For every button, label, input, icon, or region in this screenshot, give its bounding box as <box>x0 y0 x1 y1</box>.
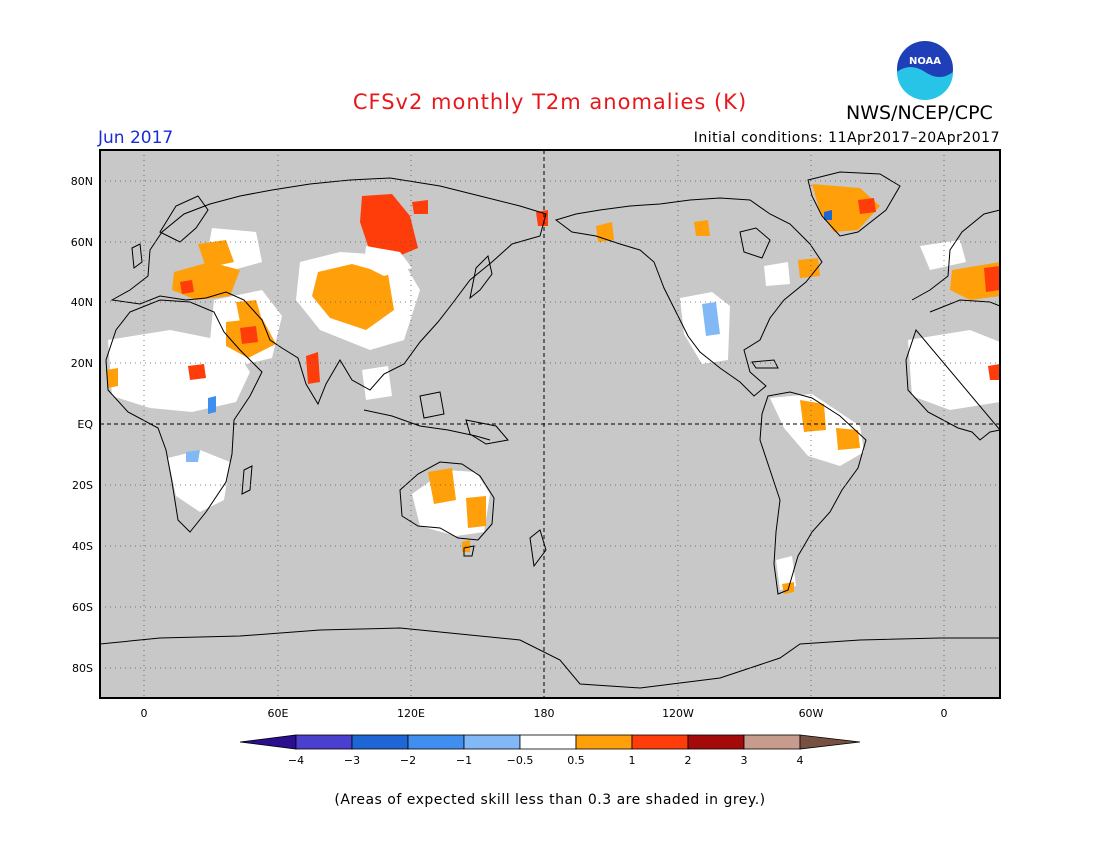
coast-north-america <box>554 197 823 397</box>
y-tick-label: 80N <box>71 175 93 188</box>
patch-africa-repeat-red <box>988 364 1000 380</box>
noaa-logo-icon: NOAA <box>895 39 955 100</box>
x-tick-label: 0 <box>141 707 148 720</box>
patch-arabia-red <box>240 326 258 344</box>
patch-east-australia-orange <box>466 496 486 528</box>
patch-canada-white <box>764 262 790 286</box>
coast-uk <box>131 243 143 269</box>
x-tick-label: 0 <box>941 707 948 720</box>
coast-hudson-bay <box>739 227 771 259</box>
patch-arctic-red <box>412 200 428 214</box>
coast-australia <box>399 461 495 541</box>
x-tick-label: 60E <box>268 707 289 720</box>
patch-greenland-blue <box>824 210 832 220</box>
patch-greenland-red <box>858 198 876 214</box>
coast-south-america <box>759 391 867 595</box>
patch-seasia-white <box>362 366 392 400</box>
y-tick-label: EQ <box>77 418 93 431</box>
coastlines <box>100 171 1000 689</box>
patch-southern-africa-white <box>168 450 230 512</box>
skill-footnote: (Areas of expected skill less than 0.3 a… <box>334 792 766 808</box>
patch-ukraine-orange <box>198 240 234 268</box>
coast-madagascar <box>241 465 253 495</box>
x-tick-label: 120E <box>397 707 425 720</box>
patch-europe-repeat-red <box>984 266 1000 292</box>
patch-siberia-white <box>364 246 412 276</box>
y-tick-label: 20S <box>72 479 93 492</box>
coast-africa <box>105 299 263 533</box>
patch-australia-orange <box>428 468 456 504</box>
patch-ne-brazil-orange <box>836 428 860 450</box>
coast-new-guinea <box>465 419 509 445</box>
x-tick-label: 180 <box>534 707 555 720</box>
anomaly-map: 80N 60N 40N 20N EQ 20S 40S 60S 80S 0 60E… <box>71 149 1001 720</box>
patch-africa-blue <box>208 396 216 414</box>
patch-quebec-orange <box>798 258 820 278</box>
coast-japan <box>469 255 493 300</box>
y-tick-label: 60N <box>71 236 93 249</box>
patch-western-us-blue <box>702 302 720 336</box>
coast-tasmania <box>463 545 475 557</box>
patch-india-red <box>306 352 320 384</box>
anomaly-patches <box>106 184 1000 594</box>
noaa-logo-text: NOAA <box>909 56 941 67</box>
coast-europe-repeat <box>911 209 1000 301</box>
y-tick-label: 80S <box>72 662 93 675</box>
patch-china-orange <box>340 280 378 310</box>
patch-arabia-orange <box>236 300 262 322</box>
map-frame <box>99 149 1001 699</box>
patch-europe-repeat-white <box>920 240 966 270</box>
coast-eurasia <box>110 177 547 406</box>
reference-lines <box>100 150 1000 698</box>
patch-sahara-red <box>188 364 206 380</box>
coast-greenland <box>807 171 901 237</box>
agency-label: NWS/NCEP/CPC <box>846 102 993 124</box>
graticule <box>100 150 1000 698</box>
y-tick-label: 40S <box>72 540 93 553</box>
coast-indonesia <box>363 409 491 441</box>
x-tick-label: 120W <box>662 707 694 720</box>
initial-conditions: Initial conditions: 11Apr2017–20Apr2017 <box>693 130 1000 146</box>
coast-africa-repeat <box>905 299 1000 441</box>
patch-africa-repeat-white <box>908 330 1000 410</box>
patch-north-africa-white <box>108 330 250 412</box>
forecast-period: Jun 2017 <box>98 128 174 148</box>
patch-siberia-red <box>360 194 418 258</box>
y-axis-labels: 80N 60N 40N 20N EQ 20S 40S 60S 80S <box>71 175 94 675</box>
patch-canada-orange <box>694 220 710 236</box>
map-title: CFSv2 monthly T2m anomalies (K) <box>352 90 748 114</box>
y-tick-label: 60S <box>72 601 93 614</box>
patch-brazil-orange <box>800 400 826 432</box>
x-tick-label: 60W <box>799 707 824 720</box>
patch-mediterranean-red <box>180 280 194 294</box>
x-axis-labels: 0 60E 120E 180 120W 60W 0 <box>141 707 948 720</box>
y-tick-label: 40N <box>71 296 93 309</box>
coast-antarctica <box>100 627 1000 689</box>
coast-borneo <box>419 391 445 419</box>
coast-cuba <box>751 359 779 369</box>
coast-new-zealand <box>529 529 547 568</box>
patch-west-africa-orange <box>106 368 118 388</box>
patch-east-africa-blue <box>186 450 200 462</box>
y-tick-label: 20N <box>71 357 93 370</box>
